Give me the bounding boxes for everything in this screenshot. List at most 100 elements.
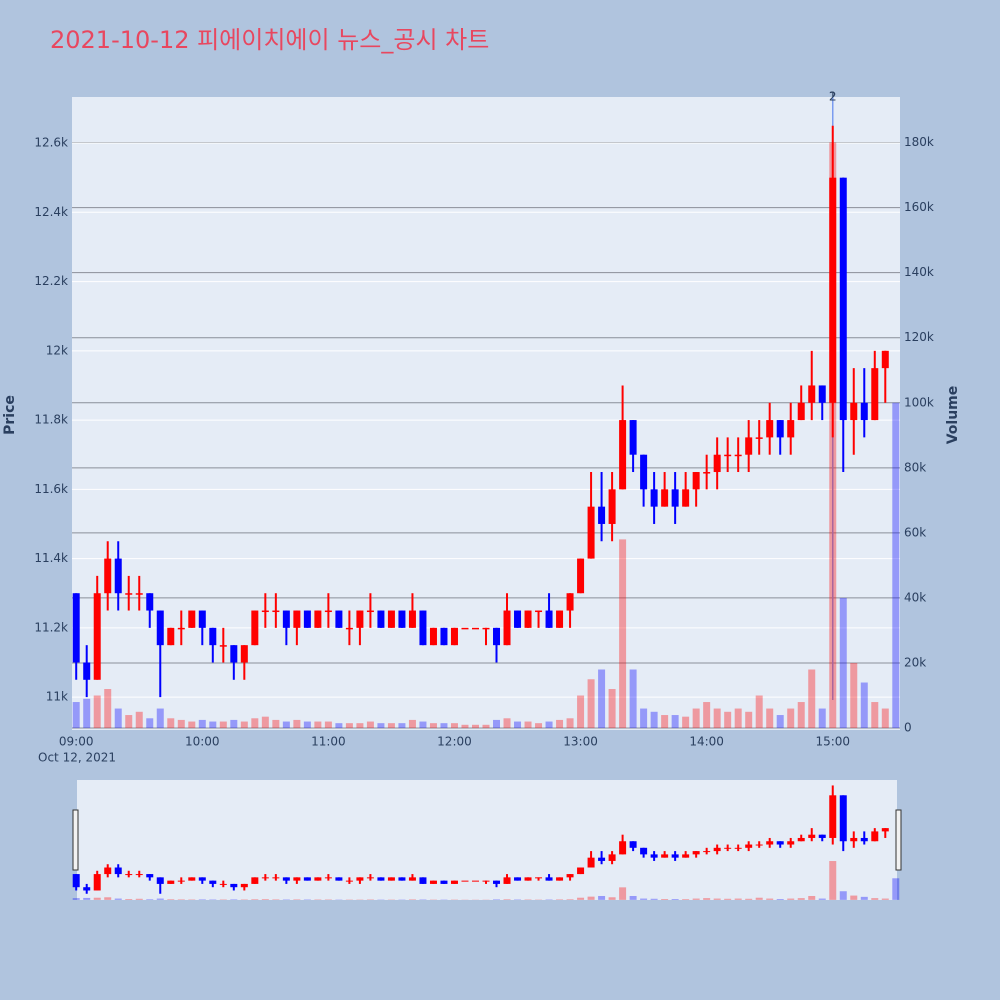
candle-body <box>619 420 627 490</box>
slider-body <box>829 795 837 838</box>
slider-body <box>493 880 501 884</box>
x-tick-label: 11:00 <box>311 735 346 749</box>
candle-body <box>429 627 437 646</box>
candle-body <box>114 558 122 594</box>
candle-body <box>125 593 133 595</box>
candle-body <box>83 662 91 680</box>
slider-body <box>167 880 175 884</box>
volume-bar <box>514 721 522 729</box>
slider-volume-bar <box>629 895 637 900</box>
slider-body <box>324 877 332 879</box>
slider-volume-bar <box>598 895 606 900</box>
y-tick-label: 12.6k <box>34 136 68 150</box>
slider-body <box>398 877 406 881</box>
volume-bar <box>808 669 816 729</box>
slider-volume-bar <box>755 897 763 900</box>
slider-body <box>608 854 616 861</box>
volume-bar <box>156 708 164 729</box>
volume-bar <box>734 708 742 729</box>
slider-body <box>303 877 311 881</box>
slider-volume-bar <box>556 899 564 900</box>
candle-body <box>818 385 826 403</box>
candle-body <box>787 420 795 438</box>
slider-volume-bar <box>293 899 301 900</box>
slider-body <box>703 851 711 853</box>
volume-bar <box>419 721 427 729</box>
slider-volume-bar <box>156 898 164 900</box>
slider-body <box>661 854 669 858</box>
slider-volume-bar <box>93 897 101 900</box>
slider-volume-bar <box>167 899 175 900</box>
slider-body <box>871 831 879 842</box>
y-tick-label: 12k <box>46 343 68 357</box>
volume-bar <box>303 721 311 729</box>
volume-bar <box>787 708 795 729</box>
volume-bar <box>261 716 269 729</box>
volume-bar <box>755 695 763 729</box>
candle-body <box>829 177 837 403</box>
slider-body <box>524 877 532 881</box>
candle-body <box>440 627 448 646</box>
slider-volume-bar <box>776 899 784 900</box>
slider-volume-bar <box>892 878 900 900</box>
volume-bar <box>272 719 280 729</box>
volume-bar <box>104 689 112 729</box>
range-handle[interactable] <box>72 809 79 871</box>
candle-body <box>766 420 774 438</box>
slider-volume-bar <box>83 897 91 900</box>
volume-bar <box>324 721 332 729</box>
volume-bar <box>72 702 80 729</box>
slider-volume-bar <box>871 898 879 900</box>
y2-tick-label: 0 <box>904 721 912 735</box>
candle-body <box>156 610 164 646</box>
volume-bar <box>293 719 301 729</box>
slider-body <box>692 851 700 855</box>
candle-body <box>692 472 700 490</box>
slider-volume-bar <box>734 898 742 900</box>
candle-body <box>808 385 816 403</box>
volume-bar <box>83 698 91 729</box>
y2-tick-label: 120k <box>904 330 934 344</box>
slider-body <box>818 834 826 838</box>
candle-body <box>198 610 206 628</box>
x-tick-label: 10:00 <box>185 735 220 749</box>
slider-volume-bar <box>818 898 826 900</box>
slider-volume-bar <box>230 899 238 900</box>
slider-volume-bar <box>661 899 669 900</box>
candle-body <box>356 610 364 628</box>
slider-body <box>429 880 437 884</box>
volume-bar <box>93 695 101 729</box>
range-handle[interactable] <box>895 809 902 871</box>
slider-volume-bar <box>261 899 269 900</box>
volume-bar <box>251 718 259 729</box>
volume-bar <box>125 715 133 729</box>
volume-bar <box>692 708 700 729</box>
slider-body <box>366 877 374 879</box>
slider-volume-bar <box>177 899 185 900</box>
volume-bar <box>671 715 679 729</box>
candle-body <box>703 472 711 474</box>
candle-body <box>450 627 458 646</box>
slider-body <box>293 877 301 881</box>
slider-body <box>556 877 564 881</box>
volume-bar <box>524 721 532 729</box>
slider-body <box>114 867 122 875</box>
candle-body <box>461 627 469 630</box>
range-slider[interactable] <box>77 780 897 900</box>
slider-body <box>335 877 343 881</box>
volume-bar <box>377 723 385 729</box>
candle-body <box>209 627 217 646</box>
candle-body <box>629 420 637 455</box>
volume-bar <box>545 721 553 729</box>
candle-body <box>734 454 742 457</box>
candle-body <box>303 610 311 628</box>
volume-bar <box>871 702 879 729</box>
x-tick-label: 09:00 <box>59 735 94 749</box>
volume-bar <box>219 721 227 729</box>
candle-body <box>167 627 175 646</box>
candle-body <box>514 610 522 628</box>
slider-volume-bar <box>766 898 774 900</box>
volume-bar <box>661 715 669 729</box>
volume-bar <box>366 721 374 729</box>
y2-axis-title: Volume <box>945 386 961 445</box>
